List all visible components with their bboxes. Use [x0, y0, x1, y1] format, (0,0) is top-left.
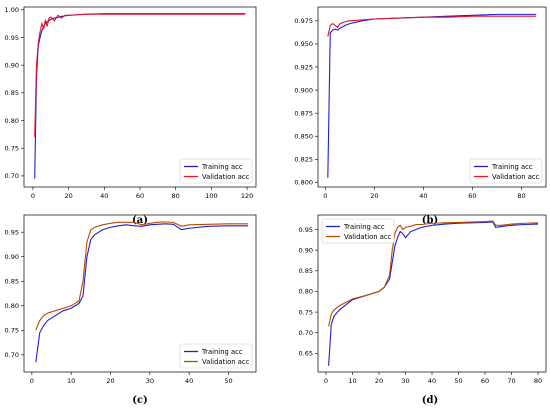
- y-tick-label: 0.875: [294, 109, 313, 117]
- y-tick-label: 0.90: [299, 246, 313, 254]
- legend-entry: Training acc: [343, 223, 385, 231]
- legend-entry: Validation acc: [344, 233, 392, 241]
- x-tick-label: 20: [375, 377, 383, 385]
- chart-panel-a: 0 20 40 60 80 100 120 0.70 0.75 0.80 0.85 0.90 0.95 1…: [5, 6, 257, 226]
- x-tick-label: 10: [67, 377, 75, 385]
- y-tick-label: 0.850: [294, 133, 313, 141]
- y-tick-label: 0.950: [294, 40, 313, 48]
- y-tick-label: 0.80: [5, 117, 19, 125]
- y-tick-label: 0.95: [299, 226, 313, 234]
- axes-frame: [23, 214, 257, 373]
- y-tick-label: 0.75: [5, 145, 19, 153]
- legend: Training acc Validation acc: [469, 158, 543, 184]
- x-tick-label: 30: [401, 377, 409, 385]
- validation-acc-line: [35, 221, 249, 331]
- y-tick-label: 0.85: [5, 278, 19, 286]
- x-tick-label: 20: [64, 192, 72, 200]
- x-tick-label: 70: [507, 377, 515, 385]
- legend-entry: Training acc: [491, 163, 533, 171]
- y-tick-label: 0.85: [5, 89, 19, 97]
- panel-caption: (d): [422, 395, 438, 406]
- chart-panel-c: 0 10 20 30 40 50 0.70 0.75 0.80 0.85 0.90 0.95 Train…: [5, 214, 257, 406]
- validation-acc-line: [34, 13, 246, 138]
- axes-frame: [317, 6, 547, 188]
- y-tick-label: 0.925: [294, 63, 313, 71]
- x-tick-label: 0: [31, 192, 35, 200]
- y-tick-label: 0.80: [299, 288, 313, 296]
- panel-caption: (b): [422, 215, 438, 226]
- x-tick-label: 20: [370, 192, 378, 200]
- x-tick-label: 80: [172, 192, 180, 200]
- y-tick-label: 0.90: [5, 61, 19, 69]
- y-tick-label: 0.95: [5, 228, 19, 236]
- y-tick-label: 0.80: [5, 302, 19, 310]
- chart-panel-b: 0 20 40 60 80 0.800 0.825 0.850 0.875 0.900 0.925 0…: [294, 6, 547, 226]
- legend-entry: Training acc: [201, 348, 243, 356]
- y-tick-label: 0.800: [294, 179, 313, 187]
- x-tick-label: 40: [100, 192, 108, 200]
- y-tick-label: 0.825: [294, 156, 313, 164]
- x-tick-label: 0: [323, 192, 327, 200]
- y-tick-label: 0.75: [5, 327, 19, 335]
- x-tick-label: 0: [324, 377, 328, 385]
- y-tick-label: 0.900: [294, 86, 313, 94]
- y-tick-label: 0.975: [294, 17, 313, 25]
- legend-entry: Training acc: [201, 163, 243, 171]
- x-tick-label: 120: [241, 192, 253, 200]
- y-tick-label: 0.95: [5, 34, 19, 42]
- x-tick-label: 50: [454, 377, 462, 385]
- legend: Training acc Validation acc: [179, 158, 253, 184]
- x-tick-label: 60: [468, 192, 476, 200]
- x-tick-label: 0: [30, 377, 34, 385]
- y-tick-label: 0.70: [299, 329, 313, 337]
- panel-caption: (c): [132, 395, 148, 406]
- x-tick-label: 100: [205, 192, 217, 200]
- x-tick-label: 40: [419, 192, 427, 200]
- x-tick-label: 10: [348, 377, 356, 385]
- x-tick-label: 50: [224, 377, 232, 385]
- y-tick-label: 0.70: [5, 172, 19, 180]
- training-acc-line: [328, 221, 539, 366]
- x-tick-label: 60: [481, 377, 489, 385]
- legend-entry: Validation acc: [202, 358, 250, 366]
- legend-entry: Validation acc: [202, 173, 250, 181]
- panel-caption: (a): [132, 215, 148, 226]
- x-tick-label: 80: [517, 192, 525, 200]
- x-tick-label: 40: [185, 377, 193, 385]
- chart-panel-d: 0 10 20 30 40 50 60 70 80 0.65 0.70 0.75 0.80 0.85 0.9…: [299, 214, 547, 406]
- x-tick-label: 30: [146, 377, 154, 385]
- y-tick-label: 0.90: [5, 253, 19, 261]
- training-acc-line: [327, 13, 537, 178]
- validation-acc-line: [327, 15, 537, 37]
- x-tick-label: 80: [534, 377, 542, 385]
- legend: Training acc Validation acc: [321, 218, 395, 244]
- y-tick-label: 1.00: [5, 6, 19, 14]
- x-tick-label: 60: [136, 192, 144, 200]
- training-acc-line: [34, 13, 246, 179]
- legend: Training acc Validation acc: [179, 343, 253, 369]
- training-acc-line: [35, 223, 249, 363]
- x-tick-label: 40: [428, 377, 436, 385]
- x-tick-label: 20: [106, 377, 114, 385]
- legend-entry: Validation acc: [492, 173, 540, 181]
- y-tick-label: 0.65: [299, 350, 313, 358]
- validation-acc-line: [328, 220, 539, 327]
- y-tick-label: 0.75: [299, 308, 313, 316]
- y-tick-label: 0.70: [5, 351, 19, 359]
- y-tick-label: 0.85: [299, 267, 313, 275]
